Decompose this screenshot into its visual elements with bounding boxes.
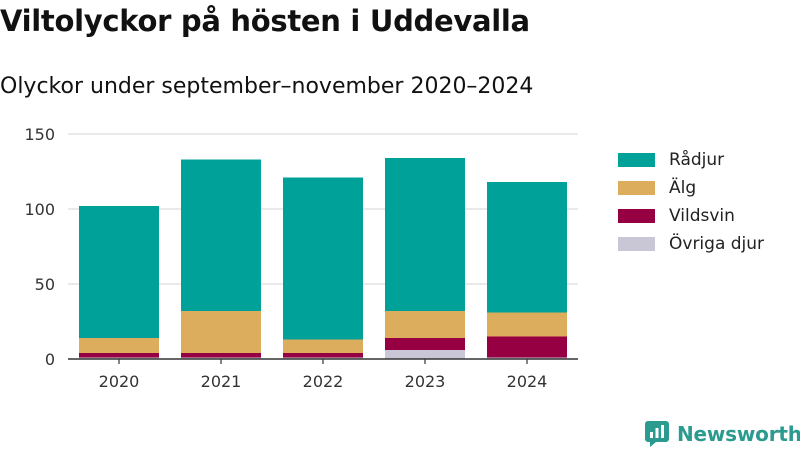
bar-rådjur-2023 [385,158,465,311]
y-tick-label: 100 [24,200,55,219]
legend-swatch [618,153,655,167]
bar-älg-2024 [487,312,567,337]
chart-title: Viltolyckor på hösten i Uddevalla [0,4,530,38]
bar-vildsvin-2024 [487,336,567,358]
bar-rådjur-2020 [79,206,159,338]
y-tick-label: 150 [24,125,55,144]
legend-swatch [618,237,655,251]
legend-label: Vildsvin [669,206,735,226]
bar-vildsvin-2022 [283,353,363,358]
y-tick-label: 0 [45,350,55,369]
x-tick-label: 2023 [405,372,446,391]
bar-vildsvin-2023 [385,338,465,350]
chart-legend: Rådjur Älg Vildsvin Övriga djur [618,146,764,258]
bar-älg-2020 [79,338,159,353]
legend-item: Rådjur [618,146,764,174]
legend-label: Övriga djur [669,234,765,254]
legend-item: Vildsvin [618,202,764,230]
newsworthy-logo-icon [645,421,669,447]
y-tick-label: 50 [35,275,55,294]
x-tick-label: 2024 [507,372,548,391]
brand-name: Newsworthy [677,422,800,446]
legend-swatch [618,209,655,223]
x-tick-label: 2021 [201,372,242,391]
chart-subtitle: Olyckor under september–november 2020–20… [0,74,534,99]
legend-item: Övriga djur [618,230,764,258]
legend-swatch [618,181,655,195]
legend-label: Rådjur [669,150,725,170]
bar-rådjur-2024 [487,182,567,313]
bar-övriga-djur-2023 [385,350,465,359]
legend-label: Älg [669,178,697,198]
legend-item: Älg [618,174,764,202]
bar-älg-2021 [181,311,261,353]
x-tick-label: 2020 [99,372,140,391]
x-tick-label: 2022 [303,372,344,391]
bar-rådjur-2022 [283,177,363,340]
bar-rådjur-2021 [181,159,261,311]
bar-älg-2022 [283,339,363,353]
bar-vildsvin-2021 [181,353,261,358]
brand-logo: Newsworthy [645,420,800,448]
bar-vildsvin-2020 [79,353,159,358]
bar-älg-2023 [385,311,465,338]
